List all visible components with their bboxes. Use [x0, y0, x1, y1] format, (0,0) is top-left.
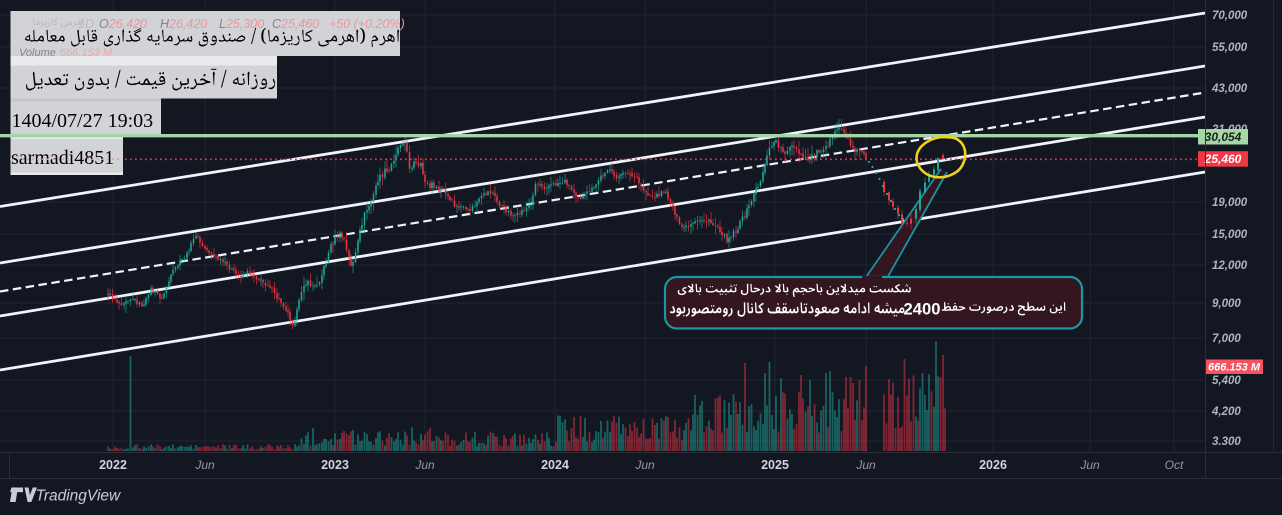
- svg-text:7,000: 7,000: [1212, 333, 1241, 345]
- svg-text:12,000: 12,000: [1212, 260, 1248, 272]
- svg-text:15,000: 15,000: [1212, 229, 1248, 241]
- svg-text:2025: 2025: [761, 458, 789, 472]
- svg-text:4,200: 4,200: [1211, 406, 1241, 418]
- svg-text:25,460: 25,460: [1204, 152, 1242, 166]
- svg-text:55,000: 55,000: [1212, 42, 1248, 54]
- svg-text:Jun: Jun: [634, 458, 655, 472]
- svg-text:2023: 2023: [321, 458, 349, 472]
- svg-text:3.300: 3.300: [1212, 436, 1241, 448]
- svg-text:666.153 M: 666.153 M: [60, 47, 113, 59]
- svg-text:sarmadi4851: sarmadi4851: [11, 147, 114, 169]
- svg-text:Jun: Jun: [194, 458, 215, 472]
- svg-text:2022: 2022: [99, 458, 127, 472]
- svg-text:1D: 1D: [78, 17, 94, 31]
- svg-text:Jun: Jun: [414, 458, 435, 472]
- svg-text:2400: 2400: [904, 300, 941, 319]
- svg-text:Jun: Jun: [855, 458, 876, 472]
- svg-text:Volume: Volume: [19, 47, 56, 59]
- svg-text:H26,420: H26,420: [160, 17, 207, 31]
- svg-text:O26,420: O26,420: [99, 17, 147, 31]
- svg-text:C25,460: C25,460: [272, 17, 319, 31]
- svg-text:2024: 2024: [541, 458, 569, 472]
- svg-text:L25,300: L25,300: [219, 17, 264, 31]
- svg-text:Oct: Oct: [1165, 458, 1184, 472]
- svg-text:1404/07/27 19:03: 1404/07/27 19:03: [12, 110, 154, 132]
- svg-text:9,000: 9,000: [1212, 298, 1241, 310]
- svg-text:30,054: 30,054: [1205, 130, 1242, 144]
- svg-text:43,000: 43,000: [1211, 83, 1248, 95]
- svg-text:666.153 M: 666.153 M: [1208, 362, 1261, 374]
- svg-text:19,000: 19,000: [1212, 197, 1248, 209]
- svg-text:+50 (+0.20%): +50 (+0.20%): [329, 17, 405, 31]
- svg-text:2026: 2026: [979, 458, 1007, 472]
- svg-text:TradingView: TradingView: [36, 488, 123, 505]
- svg-text:5,400: 5,400: [1212, 375, 1241, 387]
- svg-text:Jun: Jun: [1079, 458, 1100, 472]
- svg-text:70,000: 70,000: [1212, 10, 1248, 22]
